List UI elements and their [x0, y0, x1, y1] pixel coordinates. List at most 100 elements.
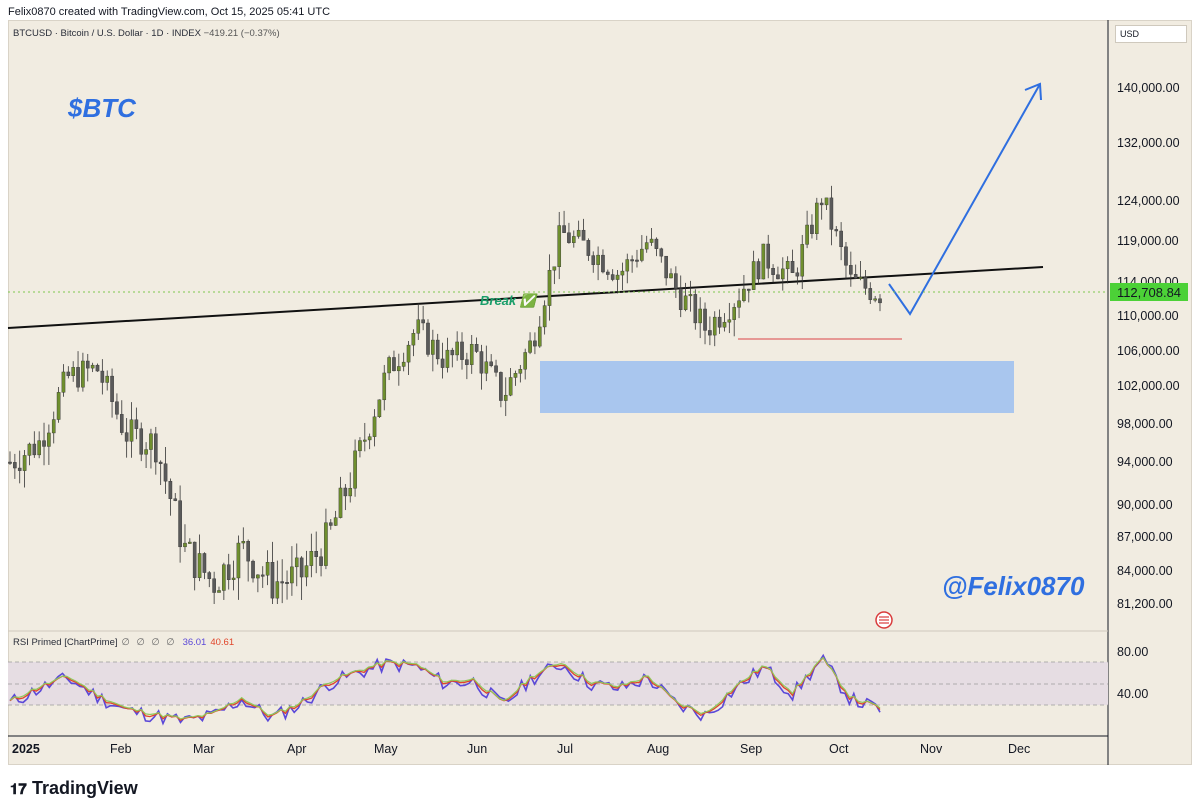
candle-body	[95, 364, 100, 372]
time-tick-label: Aug	[647, 742, 669, 756]
break-label: Break ✅	[480, 293, 539, 308]
rsi-tick-label: 40.00	[1117, 687, 1148, 701]
candle-body	[591, 255, 596, 265]
rsi-signal-line	[9, 656, 881, 721]
candle-body	[761, 243, 766, 280]
candle-body	[737, 300, 741, 308]
candle-body	[100, 370, 105, 383]
candle-body	[785, 261, 790, 270]
candle-body	[115, 401, 119, 415]
candle-body	[256, 574, 260, 579]
candle-body	[294, 557, 299, 568]
candle-body	[42, 440, 46, 447]
candle-body	[727, 319, 732, 323]
candle-body	[348, 488, 353, 497]
candle-body	[32, 443, 37, 456]
candle-body	[450, 349, 455, 356]
candle-body	[85, 360, 90, 369]
price-tick-label: 81,200.00	[1117, 597, 1173, 611]
candle-body	[76, 367, 80, 388]
candle-body	[246, 541, 250, 562]
candle-body	[698, 308, 702, 324]
candle-body	[469, 344, 474, 365]
candle-body	[236, 542, 241, 579]
candle-body	[853, 274, 858, 279]
candle-body	[119, 414, 124, 433]
tradingview-logo[interactable]: 𝟏𝟕 TradingView	[10, 778, 138, 799]
candle-body	[27, 443, 32, 456]
projection-arrow	[888, 83, 1041, 316]
candle-body	[90, 364, 95, 369]
rsi-axis: 80.00 40.00	[1117, 645, 1148, 701]
rsi-settings-icons[interactable]: ∅ ∅ ∅ ∅	[121, 637, 177, 648]
ticker-label: $BTC	[68, 93, 136, 123]
candle-body	[129, 419, 134, 442]
candle-body	[508, 377, 513, 396]
candle-body	[401, 361, 406, 367]
candle-body	[717, 316, 722, 328]
candle-body	[528, 340, 532, 353]
candle-body	[601, 254, 605, 273]
rsi-tick-label: 80.00	[1117, 645, 1148, 659]
candle-body	[484, 361, 489, 374]
candle-body	[834, 229, 839, 232]
candle-body	[766, 243, 771, 269]
candle-body	[654, 238, 659, 249]
candle-body	[533, 340, 537, 347]
candle-body	[795, 272, 800, 277]
candle-body	[56, 392, 61, 420]
currency-selector[interactable]: USD	[1115, 25, 1187, 43]
candle-body	[542, 305, 547, 328]
candle-body	[732, 307, 736, 320]
candle-body	[678, 288, 683, 310]
candle-body	[299, 557, 304, 578]
candle-body	[586, 240, 591, 256]
candle-body	[776, 274, 780, 280]
candle-body	[630, 259, 634, 262]
time-tick-label: Nov	[920, 742, 943, 756]
chart-header: Felix0870 created with TradingView.com, …	[8, 6, 331, 18]
candle-body	[226, 564, 231, 580]
candle-body	[144, 449, 148, 455]
candle-body	[805, 224, 809, 245]
candle-body	[810, 224, 814, 234]
candle-body	[304, 565, 309, 578]
rsi-name: RSI Primed [ChartPrime]	[13, 637, 118, 648]
candle-body	[659, 248, 664, 257]
candle-body	[319, 556, 323, 566]
candle-body	[37, 440, 41, 456]
candle-body	[552, 266, 557, 271]
candle-body	[503, 394, 508, 401]
candle-body	[771, 268, 775, 275]
candle-body	[154, 433, 158, 463]
time-tick-label: Jul	[557, 742, 573, 756]
candle-body	[581, 229, 586, 241]
candle-body	[105, 375, 110, 383]
brand-name: TradingView	[32, 778, 138, 798]
price-tick-label: 90,000.00	[1117, 498, 1173, 512]
candle-body	[547, 269, 552, 306]
candle-body	[819, 202, 824, 206]
candle-body	[124, 432, 129, 442]
candle-body	[868, 288, 873, 300]
candle-body	[479, 351, 484, 374]
candle-body	[363, 439, 367, 442]
time-tick-label: Sep	[740, 742, 762, 756]
time-tick-label: Jun	[467, 742, 487, 756]
price-tick-label: 84,000.00	[1117, 564, 1173, 578]
candle-body	[71, 367, 75, 376]
time-tick-label: Feb	[110, 742, 132, 756]
candle-body	[192, 541, 197, 578]
candle-body	[431, 339, 435, 355]
candle-body	[708, 330, 712, 336]
candle-body	[168, 480, 173, 499]
candle-body	[606, 271, 610, 275]
candle-body	[790, 261, 795, 273]
candle-body	[285, 582, 289, 584]
candle-body	[411, 333, 416, 346]
candle-body	[878, 298, 882, 304]
price-tick-label: 140,000.00	[1117, 81, 1180, 95]
candle-body	[314, 551, 319, 557]
candle-body	[849, 265, 853, 275]
